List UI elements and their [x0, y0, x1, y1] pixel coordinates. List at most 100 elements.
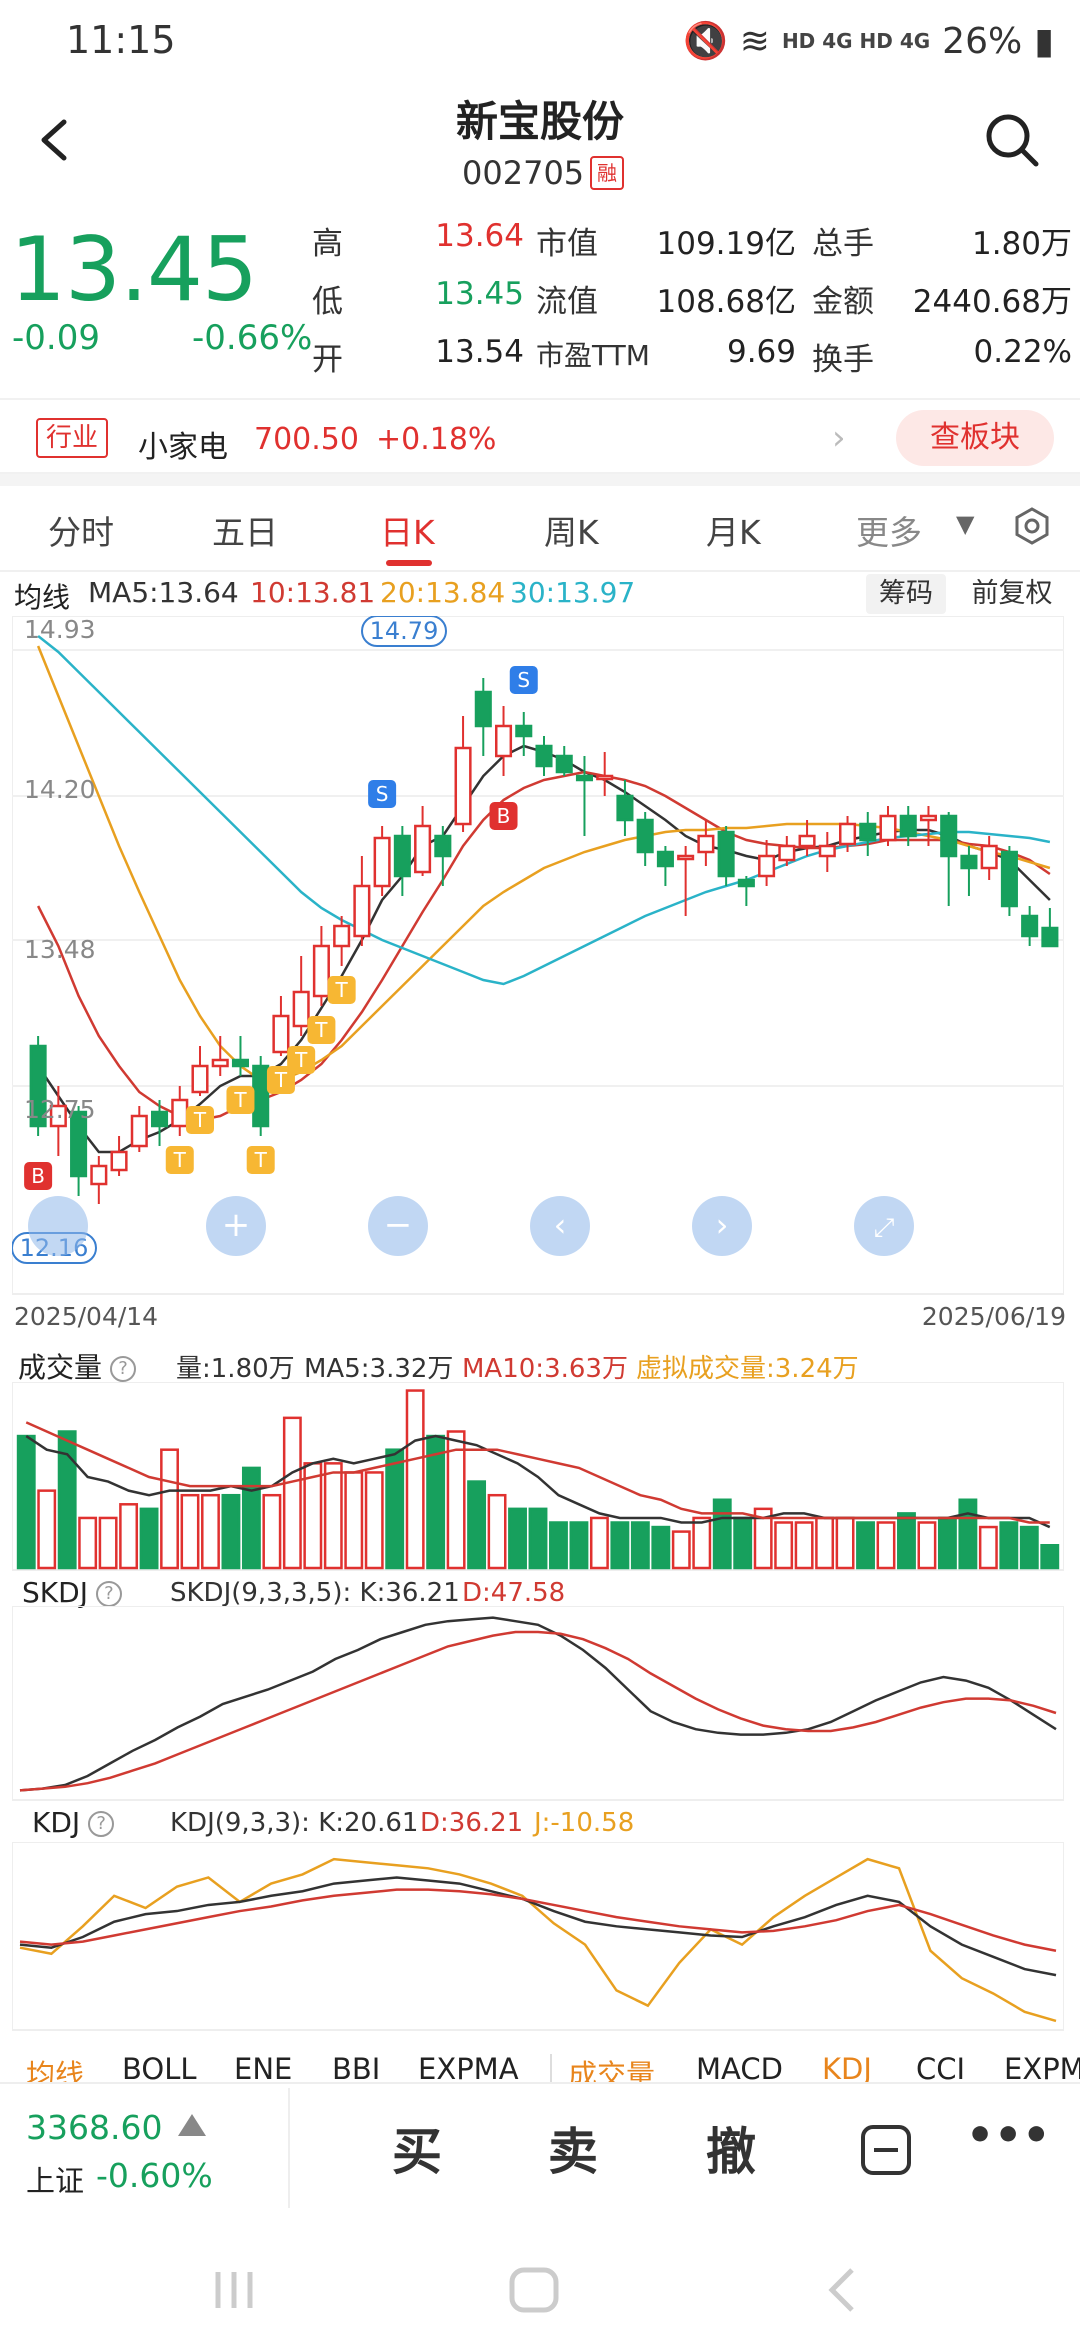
ind-tab-macd[interactable]: MACD — [696, 2052, 783, 2086]
industry-row[interactable]: 行业 小家电 700.50 +0.18% › 查板块 — [0, 398, 1080, 474]
volume-bar — [508, 1507, 527, 1570]
help-icon[interactable]: ? — [95, 1581, 122, 1607]
ind-tab-kdj[interactable]: KDJ — [822, 2052, 872, 2086]
kdj-j: J:-10.58 — [534, 1808, 635, 1838]
chevron-right-icon: › — [832, 418, 846, 458]
volume-bar — [671, 1530, 691, 1570]
candle-body — [555, 754, 573, 774]
pe-ttm-value: 9.69 — [726, 334, 796, 370]
indicator-tabs: 均线 BOLL ENE BBI EXPMA 成交量 MACD KDJ CCI E… — [0, 2044, 1080, 2094]
tab-monthly-k[interactable]: 月K — [706, 513, 761, 552]
more-options-icon[interactable]: ••• — [966, 2110, 1051, 2161]
industry-name: 小家电 — [138, 430, 228, 465]
candle-body — [980, 844, 998, 870]
volume-bar — [1019, 1525, 1039, 1570]
candle-body — [737, 878, 755, 888]
chevron-left-icon: ‹ — [554, 1206, 567, 1244]
candle-body — [717, 830, 735, 878]
skdj-params: SKDJ(9,3,3,5): K:36.21 — [170, 1578, 460, 1608]
minimize-icon[interactable] — [860, 2124, 912, 2176]
kdj-j-line — [19, 1857, 1057, 2023]
low-label: 低 — [312, 284, 343, 320]
back-nav-icon[interactable] — [828, 2268, 854, 2312]
skdj-title: SKDJ? — [22, 1576, 122, 1609]
price-change: -0.09 — [12, 318, 100, 358]
candle-body — [616, 794, 634, 822]
help-icon[interactable]: ? — [88, 1811, 115, 1837]
pe-ttm-label: 市盈TTM — [536, 339, 650, 372]
view-sector-button[interactable]: 查板块 — [896, 410, 1054, 466]
chip-distribution-button[interactable]: 筹码 — [866, 574, 946, 614]
candle-body — [1041, 926, 1059, 948]
current-price: 13.45 — [10, 218, 258, 321]
volume-bar — [57, 1430, 77, 1570]
chevron-right-icon: › — [716, 1206, 729, 1244]
scroll-prev-button[interactable] — [530, 1196, 590, 1256]
candle-body — [110, 1150, 128, 1172]
tab-weekly-k[interactable]: 周K — [544, 513, 599, 552]
ind-tab-expma-2[interactable]: EXPMA — [1004, 2052, 1080, 2086]
fullscreen-button[interactable] — [854, 1196, 914, 1256]
float-cap-label: 流值 — [536, 284, 598, 320]
volume-bar — [630, 1521, 650, 1570]
signal-label: S — [517, 668, 530, 692]
ind-tab-bbi[interactable]: BBI — [332, 2052, 381, 2086]
index-change: -0.60% — [96, 2156, 213, 2195]
buy-button[interactable]: 买 — [392, 2123, 442, 2181]
ma-label: 均线 — [14, 581, 71, 614]
tab-intraday[interactable]: 分时 — [48, 513, 114, 552]
signal-marker — [489, 802, 518, 830]
t-marker — [327, 976, 356, 1004]
volume-bar — [958, 1498, 978, 1570]
dropdown-icon[interactable]: ▼ — [956, 510, 975, 538]
ind-tab-expma[interactable]: EXPMA — [418, 2052, 519, 2086]
volume-bar — [487, 1493, 507, 1570]
candle-body — [677, 854, 695, 861]
turnover-value: 0.22% — [973, 334, 1072, 370]
virtual-volume: 虚拟成交量:3.24万 — [636, 1354, 859, 1384]
zoom-in-button[interactable] — [206, 1196, 266, 1256]
ind-tab-ene[interactable]: ENE — [234, 2052, 293, 2086]
volume-bar — [651, 1525, 671, 1570]
volume-bar — [160, 1448, 179, 1570]
tab-more[interactable]: 更多 — [856, 513, 922, 552]
candle-body — [454, 746, 472, 826]
volume-bar — [323, 1462, 343, 1570]
settings-hexagon-icon[interactable] — [1012, 506, 1052, 546]
oscillator-frame — [12, 1842, 1064, 2031]
t-marker-label: T — [173, 1148, 187, 1172]
candle-body — [879, 814, 897, 842]
system-nav-bar — [215, 2267, 854, 2313]
volume-bar — [835, 1516, 855, 1570]
sell-button[interactable]: 卖 — [548, 2123, 598, 2181]
ma10-line — [37, 770, 1051, 1122]
search-icon[interactable] — [982, 110, 1042, 170]
volume-bar — [446, 1430, 466, 1570]
t-marker-label: T — [254, 1148, 268, 1172]
help-icon[interactable]: ? — [110, 1356, 137, 1382]
volume-bar — [937, 1516, 957, 1570]
candle-body — [434, 834, 452, 858]
volume-bar — [589, 1516, 609, 1570]
adjust-mode-button[interactable]: 前复权 — [971, 578, 1053, 609]
tab-five-day[interactable]: 五日 — [212, 513, 278, 552]
home-icon[interactable] — [509, 2267, 559, 2313]
cancel-order-button[interactable]: 撤 — [706, 2123, 756, 2181]
t-marker — [266, 1066, 295, 1094]
volume-bar — [282, 1416, 302, 1570]
high-value: 13.64 — [435, 218, 524, 254]
tab-daily-k[interactable]: 日K — [380, 513, 435, 552]
zoom-out-button[interactable] — [368, 1196, 428, 1256]
volume-ma5: MA5:3.32万 — [304, 1354, 454, 1384]
ind-tab-cci[interactable]: CCI — [916, 2052, 966, 2086]
volume-bar — [897, 1512, 916, 1570]
candle-body — [758, 854, 776, 878]
back-arrow-icon[interactable] — [30, 110, 80, 170]
scroll-next-button[interactable] — [692, 1196, 752, 1256]
recent-apps-icon[interactable] — [215, 2272, 253, 2308]
ind-tab-boll[interactable]: BOLL — [122, 2052, 197, 2086]
ma20-value: 20:13.84 — [380, 576, 506, 609]
volume-bar — [78, 1516, 98, 1570]
amount-label: 金额 — [812, 284, 874, 320]
